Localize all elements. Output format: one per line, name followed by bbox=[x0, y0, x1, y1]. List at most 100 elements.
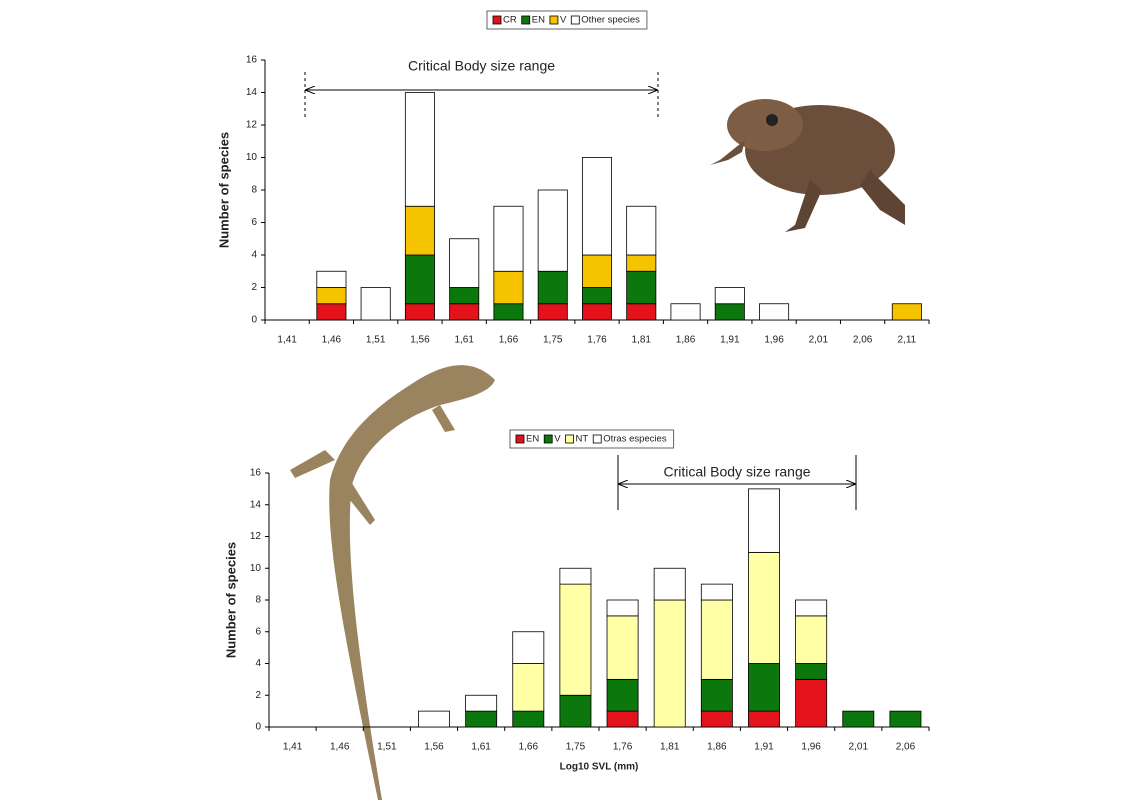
x-tick-label: 2,06 bbox=[853, 335, 873, 346]
y-tick-label: 6 bbox=[251, 217, 257, 228]
bar-segment bbox=[405, 255, 434, 304]
x-tick-label: 1,66 bbox=[499, 335, 519, 346]
x-axis-title: Log10 SVL (mm) bbox=[560, 762, 639, 773]
x-tick-label: 1,61 bbox=[454, 335, 474, 346]
bar-segment bbox=[450, 239, 479, 288]
x-tick-label: 1,61 bbox=[471, 742, 491, 753]
x-tick-label: 2,01 bbox=[849, 742, 869, 753]
bar-segment bbox=[892, 304, 921, 320]
legend-label: V bbox=[554, 434, 561, 445]
bar-segment bbox=[538, 271, 567, 304]
y-tick-label: 14 bbox=[250, 499, 262, 510]
bar-segment bbox=[607, 711, 638, 727]
bar-segment bbox=[513, 664, 544, 712]
bar-segment bbox=[654, 600, 685, 727]
bar-segment bbox=[796, 616, 827, 664]
bar-segment bbox=[748, 664, 779, 712]
bar-segment bbox=[405, 93, 434, 207]
legend-label: NT bbox=[576, 434, 589, 445]
annotation: Critical Body size range bbox=[663, 464, 810, 480]
bar-segment bbox=[560, 695, 591, 727]
y-tick-label: 8 bbox=[251, 185, 257, 196]
y-tick-label: 0 bbox=[251, 315, 257, 326]
y-tick-label: 2 bbox=[255, 690, 261, 701]
bar-segment bbox=[890, 711, 921, 727]
y-tick-label: 16 bbox=[246, 55, 258, 66]
bar-segment bbox=[317, 304, 346, 320]
bar-segment bbox=[582, 304, 611, 320]
bar-segment bbox=[494, 271, 523, 304]
bar-segment bbox=[627, 304, 656, 320]
y-tick-label: 4 bbox=[251, 250, 257, 261]
x-tick-label: 1,86 bbox=[707, 742, 727, 753]
x-tick-label: 2,01 bbox=[809, 335, 829, 346]
bar-segment bbox=[607, 600, 638, 616]
x-tick-label: 1,46 bbox=[330, 742, 350, 753]
bar-segment bbox=[748, 489, 779, 553]
bar-segment bbox=[538, 190, 567, 271]
y-tick-label: 16 bbox=[250, 468, 262, 479]
y-tick-label: 0 bbox=[255, 722, 261, 733]
bar-segment bbox=[627, 206, 656, 255]
x-tick-label: 2,06 bbox=[896, 742, 916, 753]
x-tick-label: 1,96 bbox=[801, 742, 821, 753]
legend-swatch bbox=[571, 16, 579, 24]
legend-label: EN bbox=[526, 434, 539, 445]
bar-segment bbox=[796, 679, 827, 727]
x-tick-label: 1,51 bbox=[366, 335, 386, 346]
legend-swatch bbox=[516, 435, 524, 443]
bar-segment bbox=[627, 271, 656, 304]
legend-swatch bbox=[493, 16, 501, 24]
x-tick-label: 1,91 bbox=[754, 742, 774, 753]
bar-segment bbox=[748, 711, 779, 727]
bar-segment bbox=[466, 695, 497, 711]
bar-segment bbox=[701, 711, 732, 727]
bar-segment bbox=[715, 288, 744, 304]
bar-segment bbox=[582, 288, 611, 304]
bar-segment bbox=[538, 304, 567, 320]
bar-segment bbox=[450, 304, 479, 320]
legend-swatch bbox=[566, 435, 574, 443]
bar-segment bbox=[759, 304, 788, 320]
bar-segment bbox=[418, 711, 449, 727]
x-tick-label: 1,41 bbox=[283, 742, 303, 753]
y-tick-label: 12 bbox=[250, 531, 262, 542]
bar-segment bbox=[671, 304, 700, 320]
bar-segment bbox=[513, 632, 544, 664]
y-axis-title: Number of species bbox=[216, 132, 231, 248]
x-tick-label: 1,75 bbox=[566, 742, 586, 753]
bar-segment bbox=[405, 206, 434, 255]
bar-segment bbox=[654, 568, 685, 600]
bar-segment bbox=[796, 600, 827, 616]
bar-segment bbox=[715, 304, 744, 320]
annotation: Critical Body size range bbox=[408, 58, 555, 74]
legend-label: Other species bbox=[581, 15, 640, 26]
chart-page: 02468101214161,411,461,511,561,611,661,7… bbox=[0, 0, 1143, 801]
legend-swatch bbox=[522, 16, 530, 24]
legend-label: EN bbox=[532, 15, 545, 26]
y-tick-label: 8 bbox=[255, 595, 261, 606]
bar-segment bbox=[494, 206, 523, 271]
x-tick-label: 1,91 bbox=[720, 335, 740, 346]
legend-swatch bbox=[593, 435, 601, 443]
bar-segment bbox=[701, 679, 732, 711]
x-tick-label: 1,56 bbox=[410, 335, 430, 346]
x-tick-label: 1,56 bbox=[424, 742, 444, 753]
bar-segment bbox=[607, 679, 638, 711]
x-tick-label: 2,11 bbox=[897, 335, 916, 346]
bar-segment bbox=[627, 255, 656, 271]
bar-segment bbox=[317, 271, 346, 287]
x-tick-label: 1,76 bbox=[613, 742, 633, 753]
bar-segment bbox=[513, 711, 544, 727]
bar-segment bbox=[405, 304, 434, 320]
y-tick-label: 14 bbox=[246, 87, 258, 98]
bar-segment bbox=[701, 584, 732, 600]
bar-segment bbox=[582, 255, 611, 288]
x-tick-label: 1,46 bbox=[322, 335, 342, 346]
x-tick-label: 1,86 bbox=[676, 335, 696, 346]
x-tick-label: 1,41 bbox=[277, 335, 297, 346]
bar-segment bbox=[560, 584, 591, 695]
bar-segment bbox=[607, 616, 638, 680]
